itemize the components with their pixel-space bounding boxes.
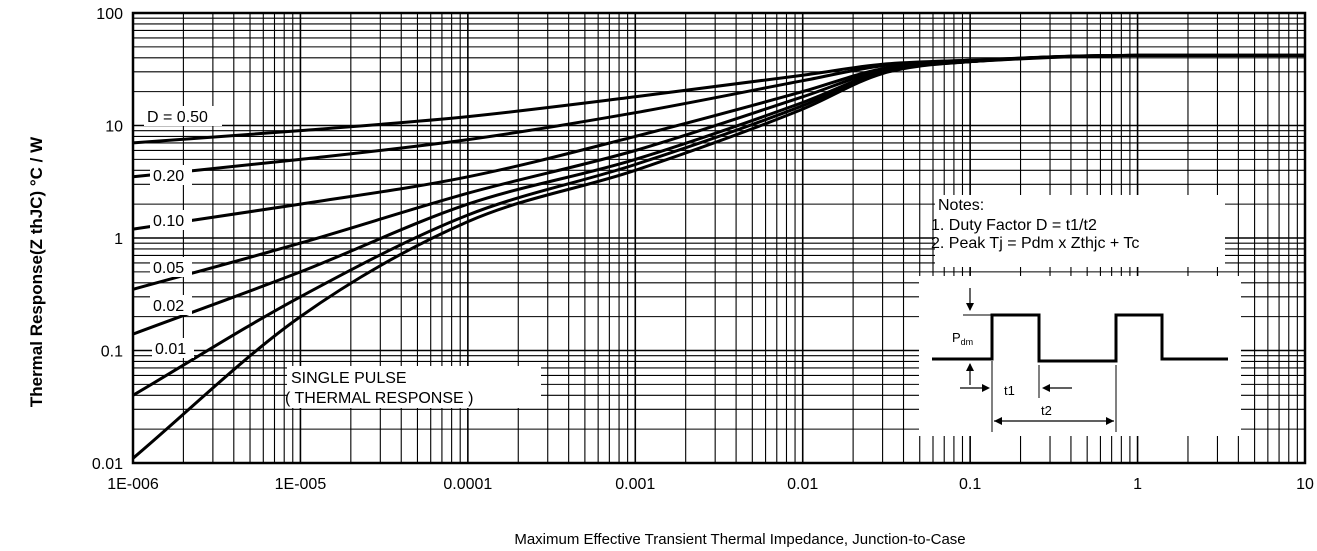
curves [132,53,1305,460]
curve-label: 0.10 [153,213,184,230]
y-axis-label: Thermal Response(Z thJC) °C / W [27,136,46,407]
curve-label-bg [150,295,192,315]
y-tick-label: 0.01 [92,456,123,473]
curve-label-bg [144,106,222,126]
y-tick-label: 1 [114,231,123,248]
curve-label: 0.05 [153,260,184,277]
single-pulse-annotation: SINGLE PULSE ( THERMAL RESPONSE ) [285,366,541,408]
x-tick-label: 10 [1296,476,1314,493]
t2-label: t2 [1041,403,1052,418]
y-tick-label: 100 [96,6,123,23]
pdm-label: Pdm [952,330,973,347]
plot-frame [131,11,1307,465]
curve-label: 0.20 [153,168,184,185]
pulse-waveform [932,313,1228,363]
x-tick-label: 0.001 [615,476,655,493]
x-tick-label: 1E-005 [275,476,327,493]
notes-title: Notes: [938,197,984,214]
curve-labels: D = 0.50 0.20 0.10 0.05 0.02 0.01 [144,106,222,358]
curve-label-bg [152,338,194,358]
pulse-diagram: Pdm t1 t2 [919,276,1241,436]
curve-label-bg [150,257,192,277]
notes-box: Notes: 1. Duty Factor D = t1/t2 2. Peak … [931,195,1225,267]
curve-label: D = 0.50 [147,109,208,126]
series-curve [132,53,1305,460]
single-pulse-label: SINGLE PULSE [291,370,407,387]
x-tick-label: 0.0001 [443,476,492,493]
curve-label: 0.01 [155,341,186,358]
x-tick-label: 0.01 [787,476,818,493]
x-tick-label: 0.1 [959,476,981,493]
series-curve [132,53,1305,179]
y-tick-label: 0.1 [101,344,123,361]
thermal-response-label: ( THERMAL RESPONSE ) [285,390,473,407]
grid [132,13,1305,464]
tick-labels: 1E-006 1E-005 0.0001 0.001 0.01 0.1 1 10 0.01 0.1… [92,6,1314,493]
series-curve [132,53,1305,145]
curve-label: 0.02 [153,298,184,315]
curve-label-bg [150,210,192,230]
x-axis-label: Maximum Effective Transient Thermal Impe… [514,531,965,548]
x-tick-label: 1E-006 [107,476,159,493]
note-peak-tj: 2. Peak Tj = Pdm x Zthjc + Tc [931,235,1139,252]
note-duty-factor: 1. Duty Factor D = t1/t2 [931,217,1097,234]
t1-label: t1 [1004,383,1015,398]
curve-label-bg [150,165,192,185]
x-tick-label: 1 [1133,476,1142,493]
y-tick-label: 10 [105,119,123,136]
